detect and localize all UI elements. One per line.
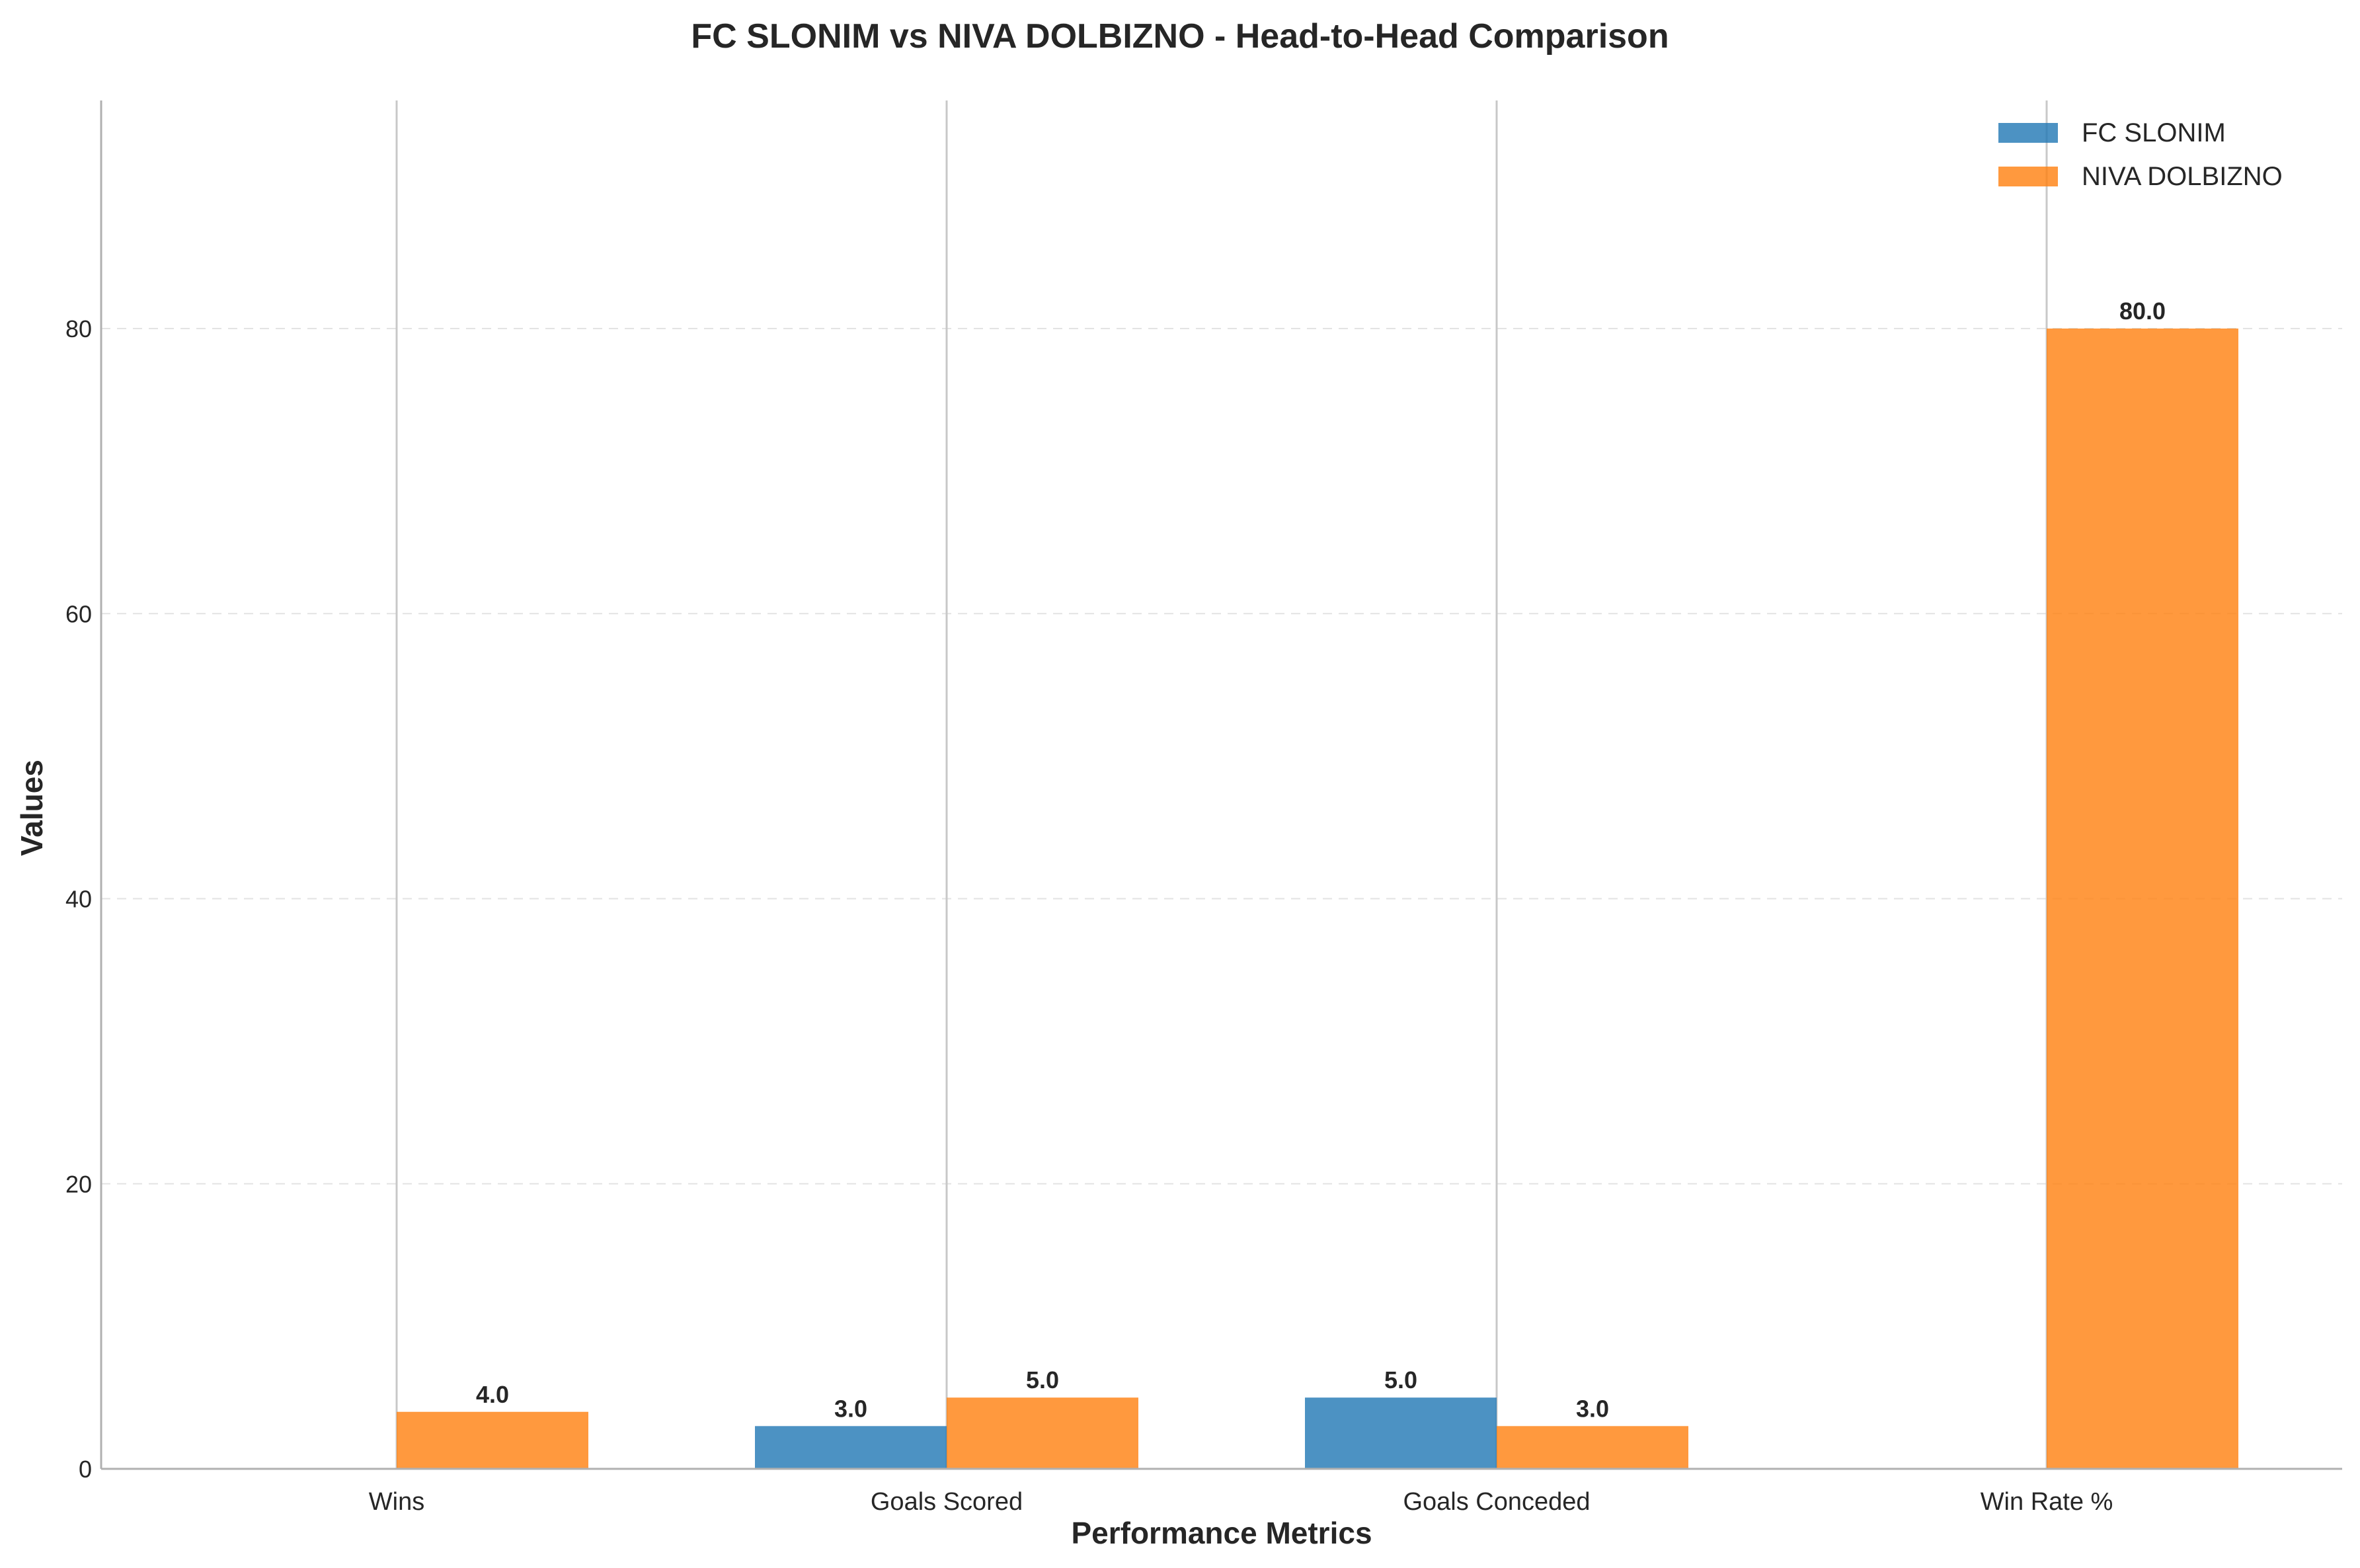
y-axis-ticks: 0 20 40 60 80 xyxy=(65,315,92,1483)
y-tick-label: 80 xyxy=(65,315,92,342)
legend-label: FC SLONIM xyxy=(2082,118,2226,147)
bar-value-label: 5.0 xyxy=(1384,1366,1417,1393)
x-axis-ticks: Wins Goals Scored Goals Conceded Win Rate % xyxy=(369,1488,2113,1516)
bar-value-label: 4.0 xyxy=(476,1381,509,1408)
y-axis-label: Values xyxy=(15,760,49,856)
x-tick-label: Win Rate % xyxy=(1981,1488,2113,1516)
bar-fc-slonim xyxy=(1305,1397,1497,1469)
bars xyxy=(397,329,2238,1469)
x-axis-label: Performance Metrics xyxy=(1071,1516,1372,1550)
category-lines xyxy=(395,100,2048,1469)
bar-value-label: 3.0 xyxy=(1576,1395,1609,1422)
bar-niva-dolbizno xyxy=(947,1397,1138,1469)
legend-swatch xyxy=(1998,167,2058,186)
value-labels: 3.0 5.0 4.0 5.0 3.0 80.0 xyxy=(476,297,2166,1422)
y-tick-label: 40 xyxy=(65,886,92,913)
legend-swatch xyxy=(1998,123,2058,143)
bar-value-label: 80.0 xyxy=(2119,297,2166,325)
x-tick-label: Goals Conceded xyxy=(1403,1488,1590,1516)
y-tick-label: 0 xyxy=(79,1456,92,1483)
bar-fc-slonim xyxy=(755,1426,947,1469)
bar-niva-dolbizno xyxy=(1497,1426,1688,1469)
chart-title: FC SLONIM vs NIVA DOLBIZNO - Head-to-Hea… xyxy=(691,17,1669,56)
y-tick-label: 60 xyxy=(65,600,92,627)
x-tick-label: Wins xyxy=(369,1488,424,1516)
gridlines xyxy=(101,328,2342,1185)
bar-niva-dolbizno xyxy=(397,1411,588,1469)
legend-label: NIVA DOLBIZNO xyxy=(2082,162,2283,191)
bar-value-label: 3.0 xyxy=(834,1395,867,1422)
x-tick-label: Goals Scored xyxy=(871,1488,1023,1516)
legend: FC SLONIM NIVA DOLBIZNO xyxy=(1998,118,2283,191)
bar-niva-dolbizno xyxy=(2047,329,2238,1469)
bar-value-label: 5.0 xyxy=(1026,1366,1059,1393)
y-tick-label: 20 xyxy=(65,1171,92,1198)
